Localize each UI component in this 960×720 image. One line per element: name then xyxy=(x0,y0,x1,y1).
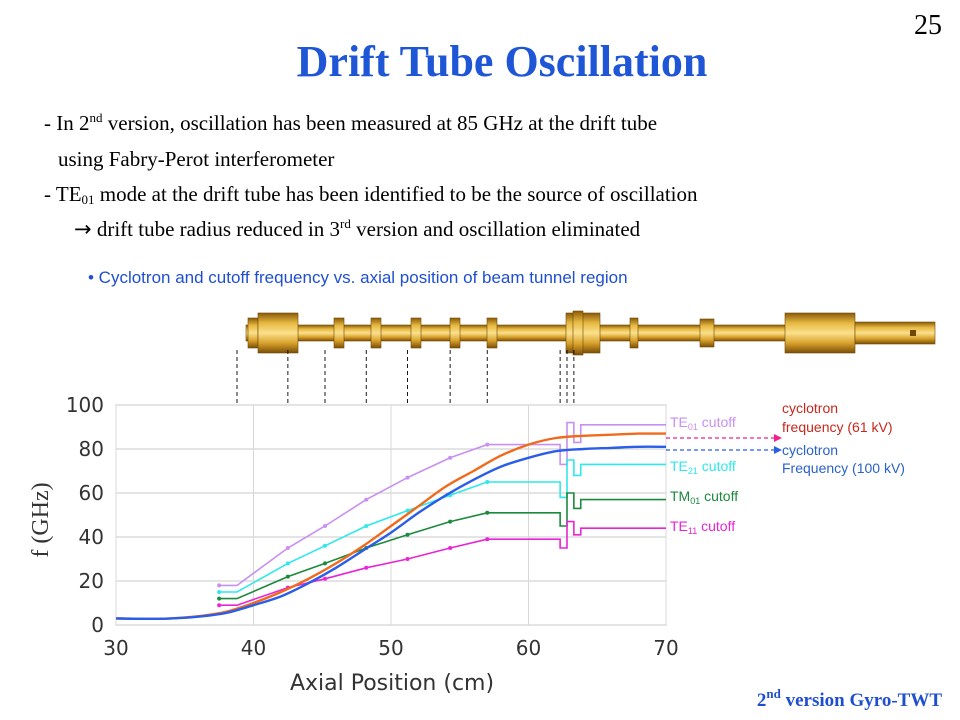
te11-label: TE11 cutoff xyxy=(670,518,735,536)
series-point xyxy=(448,546,453,550)
series-point xyxy=(448,519,453,524)
y-tick-label: 80 xyxy=(79,437,104,461)
bullet-line-4: → drift tube radius reduced in 3rd versi… xyxy=(74,216,640,242)
series-point xyxy=(217,603,222,608)
series-point xyxy=(485,480,490,484)
series-line-1 xyxy=(219,459,666,593)
x-tick-label: 50 xyxy=(378,636,403,660)
cyc61-arrowhead xyxy=(774,434,782,442)
series-point xyxy=(405,508,410,513)
bullet-4-text-b: version and oscillation eliminated xyxy=(350,217,641,241)
series-point xyxy=(405,557,410,561)
series-point xyxy=(285,561,290,566)
te01-label: TE01 cutoff xyxy=(670,414,736,432)
arrow-right-icon: → xyxy=(74,217,92,241)
cyc100-label-line2: Frequency (100 kV) xyxy=(782,460,905,476)
series-point xyxy=(448,455,453,460)
footer-label: 2nd version Gyro-TWT xyxy=(756,686,942,711)
y-tick-label: 100 xyxy=(66,393,104,417)
bullet-4-text-a: drift tube radius reduced in 3 xyxy=(91,217,341,241)
series-point xyxy=(485,442,490,447)
series-point xyxy=(405,475,410,480)
series-point xyxy=(323,561,327,566)
cyc100-arrowhead xyxy=(774,446,782,454)
series-point xyxy=(323,524,327,528)
series-point xyxy=(217,583,222,588)
bullet-3-text-b: mode at the drift tube has been identifi… xyxy=(94,182,698,206)
series-point xyxy=(285,574,290,579)
bullet-3-text-a: - TE xyxy=(44,182,82,206)
y-tick-label: 0 xyxy=(91,613,104,637)
series-point xyxy=(217,596,222,601)
cyc61-label-line1: cyclotron xyxy=(782,400,838,416)
series-point xyxy=(485,537,490,542)
x-tick-label: 40 xyxy=(241,636,266,660)
series-point xyxy=(323,543,327,548)
bullet-3-sub: 01 xyxy=(81,192,95,207)
page-number: 25 xyxy=(914,10,942,41)
bullet-line-1: - In 2nd version, oscillation has been m… xyxy=(44,110,657,136)
tick-layer: 30 40 50 60 70 0 20 40 60 80 100 xyxy=(66,393,679,660)
y-tick-label: 20 xyxy=(79,569,104,593)
series-point xyxy=(405,532,410,537)
bullet-line-3: - TE01 mode at the drift tube has been i… xyxy=(44,182,698,208)
series-line-5 xyxy=(115,445,667,621)
series-layer xyxy=(115,421,667,621)
plot-area xyxy=(115,404,667,626)
tm01-label: TM01 cutoff xyxy=(670,488,738,506)
y-axis-label: f (GHz) xyxy=(28,482,54,557)
cyc100-label-line1: cyclotron xyxy=(782,442,838,458)
x-tick-label: 70 xyxy=(653,636,678,660)
series-line-0 xyxy=(219,421,666,587)
bullet-1-text-a: - In 2 xyxy=(44,111,90,135)
bullet-1-text-b: version, oscillation has been measured a… xyxy=(102,111,658,135)
figure-caption: • Cyclotron and cutoff frequency vs. axi… xyxy=(88,268,628,287)
series-point xyxy=(364,524,369,528)
y-tick-label: 40 xyxy=(79,525,104,549)
slide-title: Drift Tube Oscillation xyxy=(296,37,708,86)
drift-tube-image xyxy=(243,310,943,356)
series-line-3 xyxy=(219,520,666,606)
bullet-4-sup: rd xyxy=(340,216,351,231)
series-point xyxy=(485,510,490,515)
bullet-line-2: using Fabry-Perot interferometer xyxy=(58,147,335,171)
bullet-1-sup: nd xyxy=(89,110,103,125)
cyc61-label-line2: frequency (61 kV) xyxy=(782,419,893,435)
x-tick-label: 30 xyxy=(103,636,128,660)
y-tick-label: 60 xyxy=(79,481,104,505)
series-point xyxy=(285,546,290,550)
series-point xyxy=(364,497,369,502)
te21-label: TE21 cutoff xyxy=(670,458,736,476)
series-point xyxy=(323,576,327,581)
x-tick-label: 60 xyxy=(516,636,541,660)
series-point xyxy=(217,590,222,594)
series-point xyxy=(364,565,369,570)
series-line-2 xyxy=(219,492,666,600)
x-axis-label: Axial Position (cm) xyxy=(290,671,494,696)
